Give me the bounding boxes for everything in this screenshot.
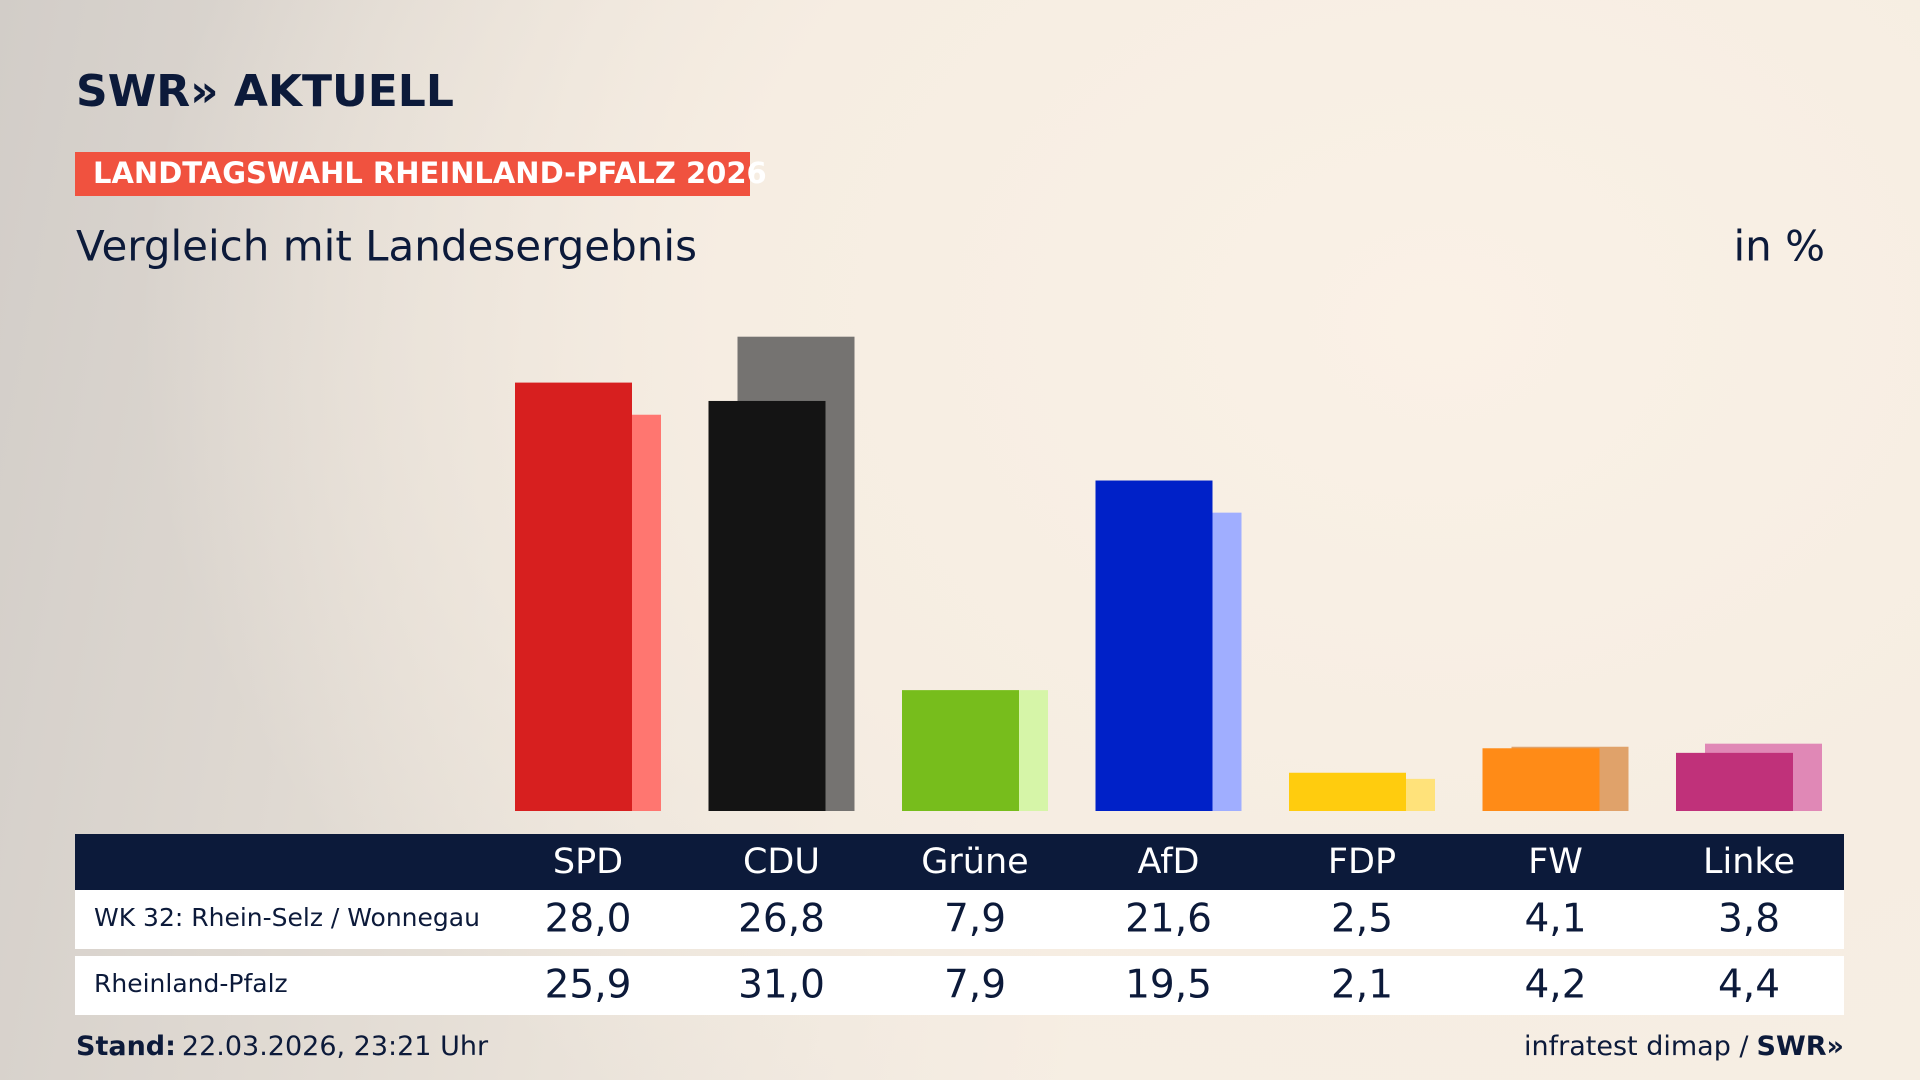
supertitle-box <box>75 152 750 196</box>
value-label: 19,5 <box>1125 963 1212 1008</box>
bar <box>1482 748 1600 811</box>
value-label: 4,1 <box>1524 897 1586 942</box>
bar <box>1095 480 1213 811</box>
bar <box>1289 772 1406 811</box>
value-label: 26,8 <box>738 897 825 942</box>
bar <box>515 382 632 811</box>
stand-date: 22.03.2026, 23:21 Uhr <box>182 1031 489 1062</box>
row-label: Rheinland-Pfalz <box>94 969 288 998</box>
column-header: CDU <box>743 842 820 882</box>
value-label: 3,8 <box>1718 897 1780 942</box>
value-label: 21,6 <box>1125 897 1212 942</box>
table-header <box>75 834 1844 890</box>
value-label: 7,9 <box>944 963 1006 1008</box>
table-row <box>75 956 1844 1015</box>
column-header: SPD <box>553 842 623 882</box>
column-header: Linke <box>1703 842 1795 882</box>
row-label: WK 32: Rhein-Selz / Wonnegau <box>94 903 480 932</box>
footer-stand: Stand: 22.03.2026, 23:21 Uhr <box>76 1031 489 1062</box>
value-label: 2,5 <box>1331 897 1393 942</box>
chart-title: Vergleich mit Landesergebnis <box>76 222 697 271</box>
value-label: 28,0 <box>545 897 632 942</box>
source: infratest dimap / <box>1524 1031 1749 1062</box>
footer-source: infratest dimap / SWR» <box>1524 1031 1844 1062</box>
table-row <box>75 890 1844 949</box>
column-header: FW <box>1528 842 1583 882</box>
column-header: Grüne <box>921 842 1028 882</box>
column-header: AfD <box>1138 842 1200 882</box>
unit: in % <box>1733 222 1825 271</box>
value-label: 7,9 <box>944 897 1006 942</box>
supertitle: LANDTAGSWAHL RHEINLAND-PFALZ 2026 <box>93 156 767 190</box>
column-header: FDP <box>1328 842 1396 882</box>
value-label: 31,0 <box>738 963 825 1008</box>
value-label: 25,9 <box>545 963 632 1008</box>
bar <box>708 400 826 811</box>
bar <box>902 690 1019 811</box>
stand-label: Stand: <box>76 1031 176 1062</box>
value-label: 4,4 <box>1718 963 1780 1008</box>
brand: SWR» AKTUELL <box>76 66 454 117</box>
value-label: 4,2 <box>1524 963 1586 1008</box>
source-logo: SWR» <box>1757 1031 1844 1062</box>
value-label: 2,1 <box>1331 963 1393 1008</box>
bar <box>1676 752 1793 811</box>
